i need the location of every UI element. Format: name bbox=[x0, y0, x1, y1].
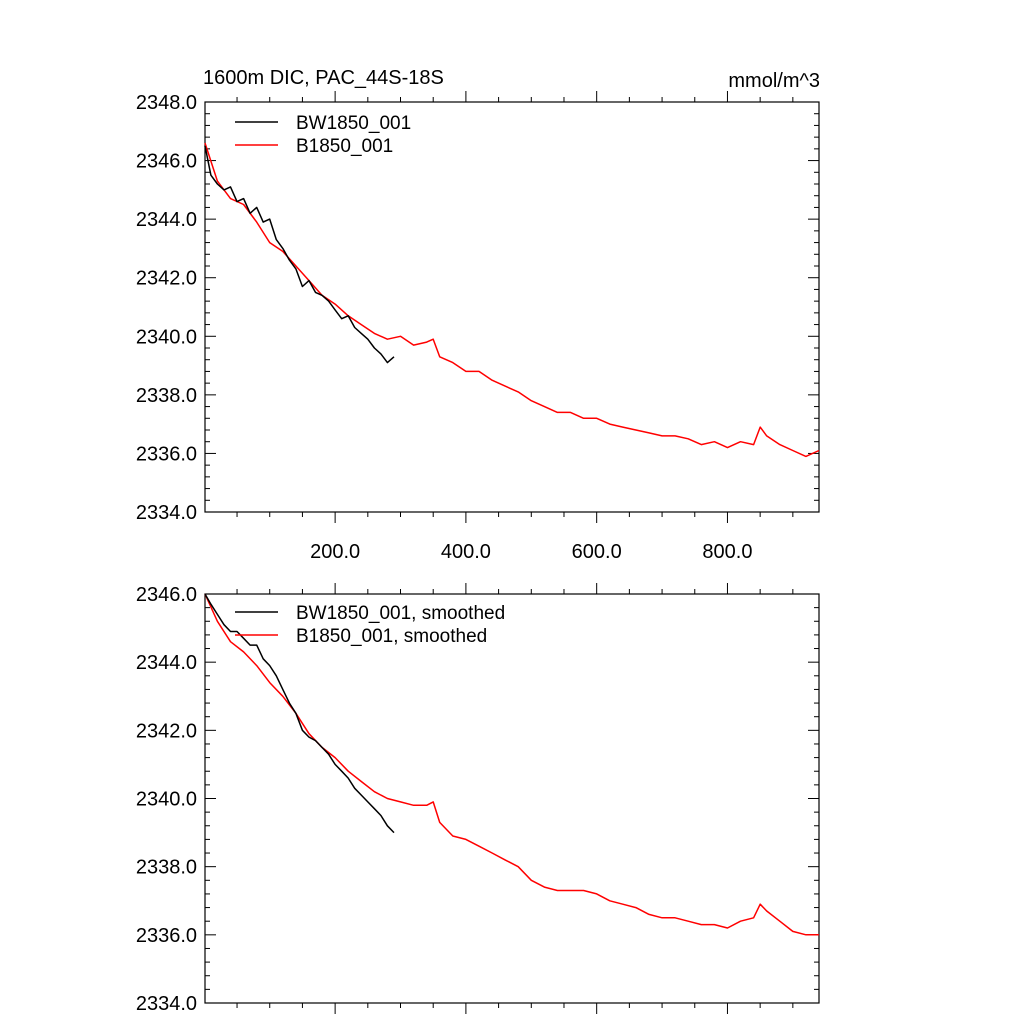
x-tick-label: 800.0 bbox=[702, 541, 752, 563]
y-tick-label: 2344.0 bbox=[136, 209, 197, 231]
y-tick-label: 2346.0 bbox=[136, 151, 197, 173]
y-tick-label: 2338.0 bbox=[136, 857, 197, 879]
y-tick-label: 2344.0 bbox=[136, 652, 197, 674]
x-tick-label: 200.0 bbox=[310, 541, 360, 563]
series-line-bw1850-smoothed bbox=[204, 593, 395, 834]
y-tick-label: 2336.0 bbox=[136, 443, 197, 465]
legend-label-bw1850-smoothed: BW1850_001, smoothed bbox=[296, 603, 505, 624]
plot-frame-bottom bbox=[204, 593, 820, 1004]
y-tick-label: 2338.0 bbox=[136, 385, 197, 407]
chart-title: 1600m DIC, PAC_44S-18S bbox=[203, 67, 444, 89]
x-tick-label: 600.0 bbox=[572, 541, 622, 563]
legend-label-b1850: B1850_001 bbox=[296, 136, 393, 157]
x-tick-label: 400.0 bbox=[441, 541, 491, 563]
series-line-b1850-smoothed bbox=[204, 593, 819, 936]
y-tick-label: 2346.0 bbox=[136, 584, 197, 606]
y-tick-label: 2334.0 bbox=[136, 993, 197, 1015]
y-tick-label: 2340.0 bbox=[136, 789, 197, 811]
legend-label-bw1850: BW1850_001 bbox=[296, 113, 411, 134]
units-label: mmol/m^3 bbox=[728, 70, 820, 92]
y-tick-label: 2334.0 bbox=[136, 502, 197, 524]
y-tick-label: 2342.0 bbox=[136, 720, 197, 742]
series-line-bw1850 bbox=[204, 145, 395, 364]
series-line-b1850 bbox=[204, 142, 820, 458]
y-tick-label: 2340.0 bbox=[136, 326, 197, 348]
legend-label-b1850-smoothed: B1850_001, smoothed bbox=[296, 626, 487, 647]
plot-frame-top bbox=[204, 101, 820, 513]
y-tick-label: 2348.0 bbox=[136, 92, 197, 114]
y-tick-label: 2342.0 bbox=[136, 268, 197, 290]
y-tick-label: 2336.0 bbox=[136, 925, 197, 947]
